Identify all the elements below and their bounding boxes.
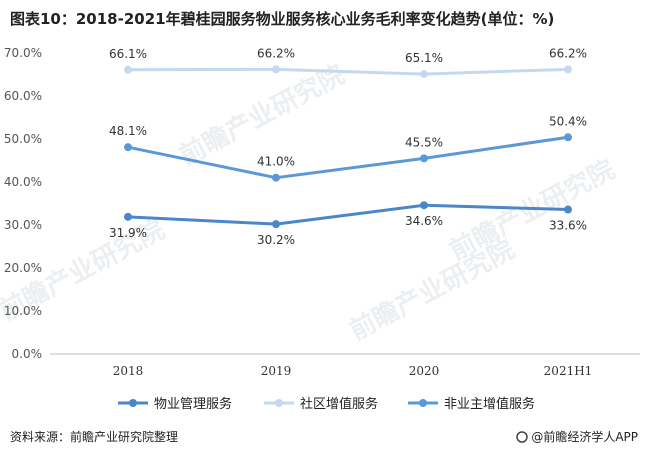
source-note: 资料来源：前瞻产业研究院整理 (10, 430, 179, 444)
data-point (272, 173, 280, 182)
y-tick-label: 50.0% (4, 132, 42, 146)
data-point (124, 143, 132, 152)
data-point (272, 220, 280, 229)
data-label: 41.0% (257, 155, 295, 169)
data-label: 66.2% (549, 46, 587, 60)
data-label: 66.1% (109, 47, 147, 61)
data-label: 31.9% (109, 226, 147, 240)
data-point (124, 212, 132, 221)
data-label: 30.2% (257, 233, 295, 247)
data-point (272, 65, 280, 74)
x-tick-label: 2020 (409, 364, 440, 378)
data-label: 48.1% (109, 124, 147, 138)
legend-marker (419, 399, 427, 407)
data-point (420, 154, 428, 163)
x-tick-label: 2019 (261, 364, 292, 378)
data-label: 50.4% (549, 114, 587, 128)
series-line (127, 67, 569, 76)
brand-credit: @前瞻经济学人APP (516, 428, 638, 445)
data-label: 45.5% (405, 135, 443, 149)
legend-marker (275, 399, 283, 407)
series-line (127, 203, 569, 226)
y-tick-label: 10.0% (4, 304, 42, 318)
data-point (564, 205, 572, 214)
y-tick-label: 0.0% (12, 347, 43, 361)
y-tick-label: 30.0% (4, 218, 42, 232)
data-point (420, 70, 428, 79)
legend-marker (129, 399, 137, 407)
data-label: 34.6% (405, 214, 443, 228)
data-label: 66.2% (257, 46, 295, 60)
brand-text: @前瞻经济学人APP (531, 430, 638, 444)
legend-label: 物业管理服务 (154, 396, 232, 412)
data-label: 33.6% (549, 219, 587, 233)
x-tick-label: 2021H1 (544, 364, 593, 378)
legend-label: 非业主增值服务 (444, 396, 535, 412)
x-tick-label: 2018 (113, 364, 144, 378)
data-label: 65.1% (405, 51, 443, 65)
data-point (564, 65, 572, 74)
y-tick-label: 40.0% (4, 175, 42, 189)
series-line (127, 135, 569, 180)
line-chart: 0.0% 10.0% 20.0% 30.0% 40.0% 50.0% 60.0% 70.0% 2… (4, 46, 640, 412)
data-point (564, 133, 572, 142)
brand-logo-icon (516, 430, 529, 443)
data-point (124, 65, 132, 74)
legend-label: 社区增值服务 (300, 396, 378, 412)
y-tick-label: 60.0% (4, 89, 42, 103)
chart-title: 图表10：2018-2021年碧桂园服务物业服务核心业务毛利率变化趋势(单位：%… (10, 10, 555, 28)
y-tick-label: 70.0% (4, 46, 42, 60)
data-point (420, 201, 428, 210)
y-tick-label: 20.0% (4, 261, 42, 275)
